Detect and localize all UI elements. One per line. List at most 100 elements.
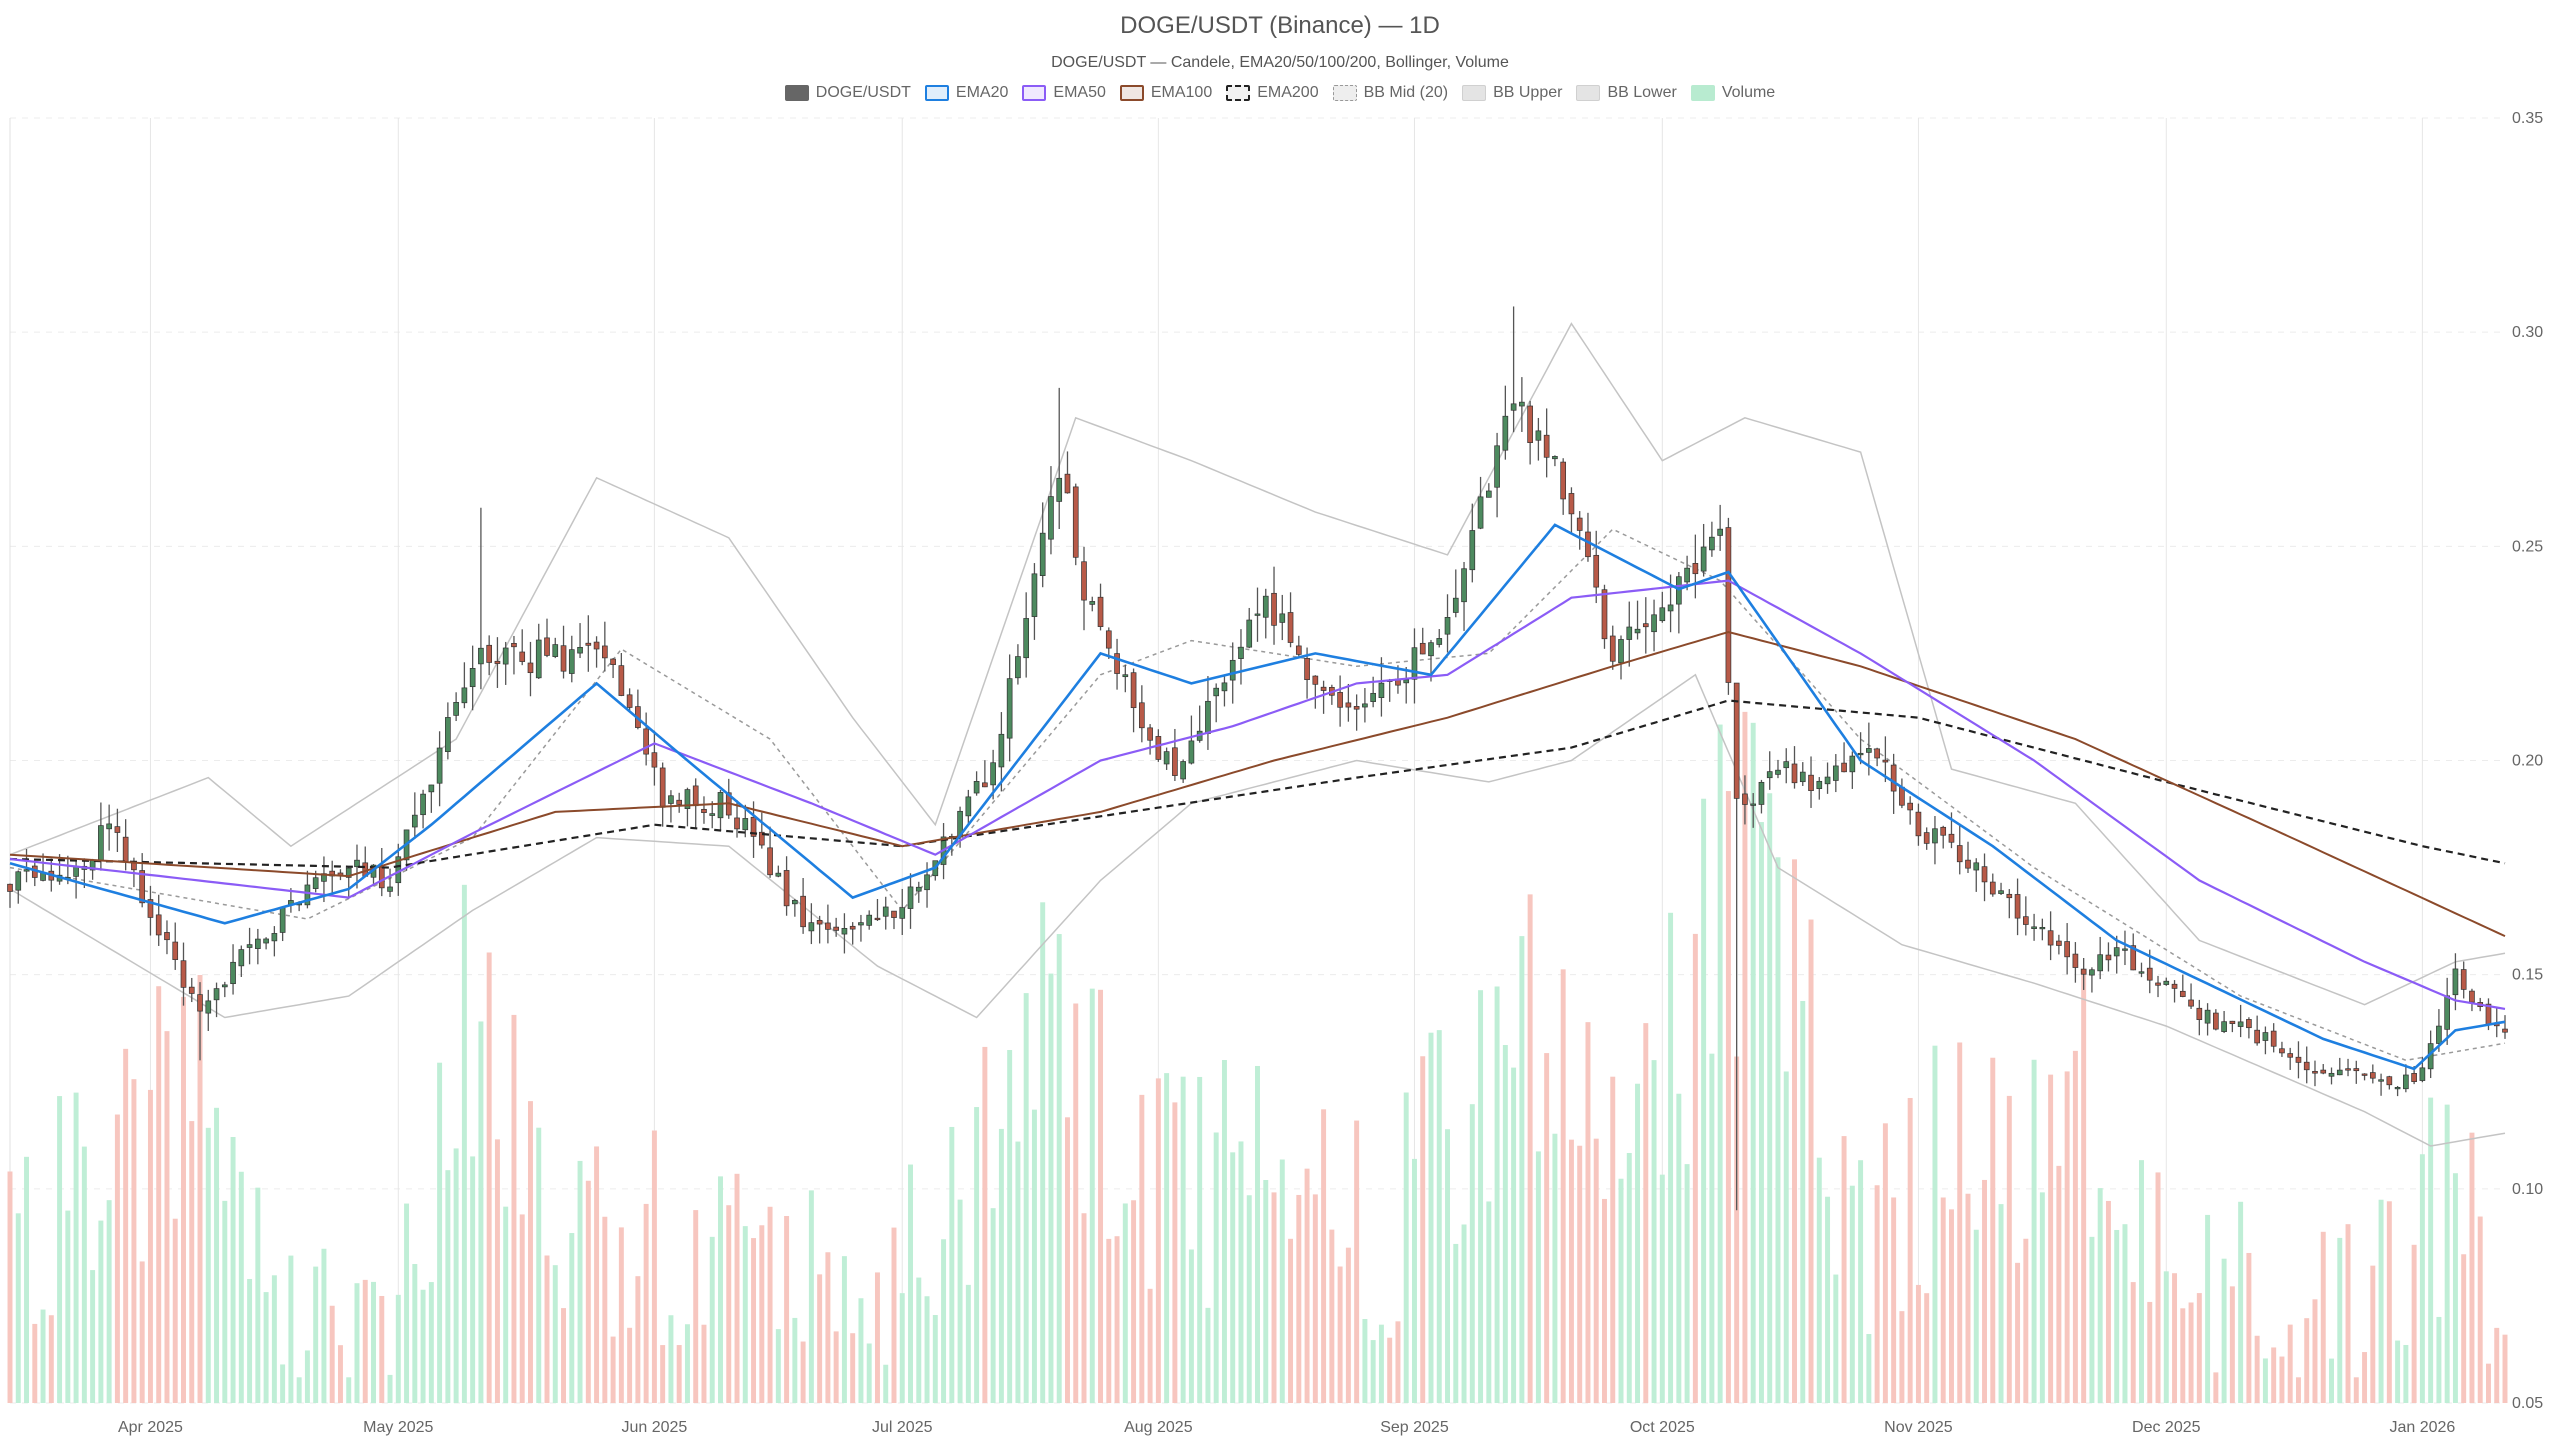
candle-body — [1403, 679, 1410, 684]
volume-bar — [2295, 1377, 2301, 1403]
candle — [544, 618, 550, 658]
volume-bar — [214, 1107, 220, 1403]
volume-bar — [90, 1270, 96, 1403]
candle-body — [2072, 953, 2079, 968]
volume-bar — [1288, 1238, 1294, 1403]
volume-bar — [1511, 1067, 1517, 1403]
candle-body — [2039, 926, 2046, 930]
candle — [1510, 306, 1517, 433]
candle-body — [2452, 968, 2459, 996]
candle — [1287, 592, 1294, 648]
candle — [2378, 1073, 2384, 1096]
candle-body — [73, 866, 79, 877]
volume-bar — [2081, 972, 2087, 1403]
volume-bar — [478, 1021, 484, 1403]
candle — [2369, 1064, 2376, 1084]
x-tick-label: Aug 2025 — [1124, 1419, 1193, 1436]
candle — [1585, 512, 1591, 562]
candle-body — [907, 886, 914, 909]
volume-bar — [247, 1278, 253, 1403]
legend-swatch — [924, 85, 949, 101]
legend-item-ema50[interactable]: EMA50 — [1022, 84, 1106, 102]
candle — [1849, 751, 1856, 789]
volume-bar — [1147, 1288, 1153, 1403]
legend-item-bb-upper[interactable]: BB Upper — [1462, 84, 1562, 102]
candle-body — [122, 836, 129, 863]
candle — [643, 712, 649, 766]
y-tick-label: 0.10 — [2512, 1181, 2543, 1198]
volume-bar — [1007, 1050, 1013, 1403]
candle-body — [197, 994, 203, 1012]
candle-body — [2031, 926, 2037, 929]
legend-item-volume[interactable]: Volume — [1690, 84, 1775, 102]
candle-body — [1824, 776, 1831, 785]
legend-item-doge-usdt[interactable]: DOGE/USDT — [784, 84, 911, 102]
candle — [1329, 684, 1335, 705]
candle-body — [1461, 568, 1467, 603]
legend-item-ema100[interactable]: EMA100 — [1119, 84, 1212, 102]
volume-bar — [395, 1294, 401, 1403]
candle-body — [1262, 595, 1269, 618]
volume-bar — [2196, 1293, 2202, 1403]
candle — [1196, 705, 1203, 743]
legend-item-ema200[interactable]: EMA200 — [1226, 84, 1319, 102]
volume-bar — [585, 1180, 591, 1403]
volume-bar — [577, 1160, 583, 1403]
candle — [1436, 629, 1443, 648]
candle-body — [684, 789, 691, 809]
candle — [387, 868, 393, 898]
candle-body — [1841, 762, 1847, 773]
volume-bar — [2130, 1282, 2136, 1403]
volume-bar — [2139, 1160, 2144, 1403]
candle-body — [2502, 1028, 2508, 1033]
candle — [2502, 1015, 2508, 1039]
volume-bar — [1502, 1045, 1508, 1403]
legend-item-bb-mid-20[interactable]: BB Mid (20) — [1332, 84, 1448, 102]
volume-bar — [726, 1205, 732, 1403]
y-tick-label: 0.25 — [2512, 538, 2543, 555]
candle — [502, 641, 509, 685]
candle — [552, 637, 559, 659]
volume-bar — [1742, 711, 1748, 1403]
candle — [1006, 654, 1013, 762]
volume-bar — [24, 1156, 30, 1403]
volume-bar — [379, 1295, 385, 1403]
volume-bar — [1188, 1249, 1194, 1403]
volume-bar — [1436, 1030, 1442, 1403]
candle-body — [1081, 561, 1087, 601]
volume-bar — [874, 1272, 880, 1403]
volume-bar — [1593, 1138, 1599, 1403]
candle — [560, 625, 567, 679]
volume-bar — [1023, 993, 1029, 1403]
candle-body — [610, 658, 616, 665]
volume-bar — [982, 1046, 988, 1403]
volume-bar — [1164, 1073, 1170, 1403]
candle — [1601, 584, 1608, 649]
volume-bar — [371, 1281, 376, 1403]
candle-body — [230, 961, 236, 985]
candle — [1039, 502, 1046, 588]
legend-item-bb-lower[interactable]: BB Lower — [1576, 84, 1677, 102]
candle — [2303, 1046, 2310, 1084]
candle — [891, 910, 897, 930]
candle-body — [2419, 1067, 2426, 1081]
candle — [114, 808, 121, 852]
candle — [742, 804, 749, 838]
candle — [1122, 664, 1129, 693]
candle — [1089, 596, 1096, 612]
candle — [1262, 588, 1269, 639]
candle — [1560, 458, 1567, 515]
candle — [2229, 1020, 2236, 1033]
volume-bar — [941, 1239, 947, 1403]
legend-item-ema20[interactable]: EMA20 — [924, 84, 1008, 102]
volume-bar — [2386, 1201, 2392, 1403]
volume-bar — [2485, 1363, 2491, 1403]
candle — [2097, 936, 2104, 980]
candle — [808, 903, 815, 945]
volume-bar — [660, 1345, 666, 1403]
volume-bar — [511, 1014, 517, 1403]
candle — [2196, 999, 2203, 1036]
candle — [263, 937, 269, 950]
volume-bar — [280, 1364, 286, 1403]
volume-bar — [1494, 986, 1500, 1403]
